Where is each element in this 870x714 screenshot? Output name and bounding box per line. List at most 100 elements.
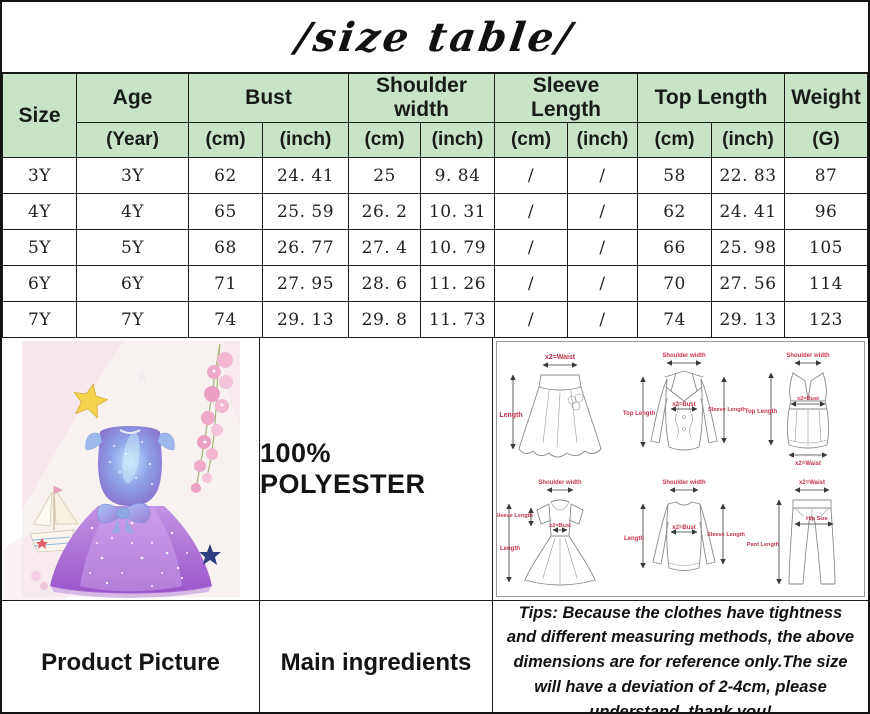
main-ingredients-label: Main ingredients — [280, 648, 472, 676]
cell: 27. 56 — [711, 265, 786, 302]
bow-icon — [96, 503, 151, 534]
cell: 26. 77 — [261, 229, 350, 266]
page-title: /size table/ — [292, 13, 578, 61]
cell: 6Y — [76, 265, 189, 302]
cell: / — [494, 229, 569, 266]
header-bust: Bust — [187, 73, 350, 123]
svg-text:Top Length: Top Length — [745, 409, 777, 415]
cell: / — [494, 301, 569, 338]
cell: 5Y — [76, 229, 189, 266]
dress-diagram: Shoulder width Sleeve Length x2=Bust Len… — [497, 480, 596, 585]
svg-text:Sleeve Length: Sleeve Length — [497, 513, 534, 519]
cell: 24. 41 — [711, 193, 786, 230]
cell: 74 — [637, 301, 713, 338]
title-row: /size table/ — [2, 2, 868, 73]
cell: 96 — [784, 193, 868, 230]
unit-bust-inch: (inch) — [261, 122, 350, 158]
cell: 4Y — [2, 193, 77, 230]
svg-text:x2=Bust: x2=Bust — [672, 525, 696, 531]
svg-text:Sleeve Length: Sleeve Length — [707, 532, 745, 538]
cell: 74 — [188, 301, 263, 338]
cell: 68 — [188, 229, 263, 266]
cell: 9. 84 — [420, 157, 496, 194]
cell: 66 — [637, 229, 713, 266]
starfish-icon — [73, 383, 109, 419]
cell: 3Y — [2, 157, 77, 194]
header-weight: Weight — [784, 73, 868, 123]
svg-text:x2=Bust: x2=Bust — [797, 396, 819, 402]
cell: 11. 73 — [420, 301, 496, 338]
svg-text:Shoulder width: Shoulder width — [538, 480, 582, 486]
cell: 6Y — [2, 265, 77, 302]
cell: 58 — [637, 157, 713, 194]
unit-sleeve-cm: (cm) — [494, 122, 569, 158]
cell: 28. 6 — [348, 265, 422, 302]
cell: / — [567, 301, 639, 338]
composition-text: 100% POLYESTER — [260, 438, 426, 499]
diagram-grid: x2=Waist Length — [496, 341, 865, 597]
cell: 114 — [784, 265, 868, 302]
unit-bust-cm: (cm) — [188, 122, 263, 158]
cell: 10. 31 — [420, 193, 496, 230]
star-icon — [199, 544, 221, 565]
bottom-section: 100% POLYESTER — [2, 338, 868, 712]
svg-text:Shoulder width: Shoulder width — [786, 353, 830, 359]
jacket-diagram: Shoulder width Top Length x2=Bust Sleeve… — [623, 353, 745, 450]
cell: 26. 2 — [348, 193, 422, 230]
product-picture-label-cell: Product Picture — [2, 601, 260, 712]
cell: / — [567, 193, 639, 230]
svg-text:Shoulder width: Shoulder width — [662, 480, 706, 486]
cell: / — [567, 265, 639, 302]
unit-top-inch: (inch) — [711, 122, 786, 158]
measurement-diagrams-cell: x2=Waist Length — [493, 338, 868, 600]
cell: 87 — [784, 157, 868, 194]
cell: 27. 4 — [348, 229, 422, 266]
svg-text:Length: Length — [499, 412, 522, 419]
cell: 27. 95 — [261, 265, 350, 302]
svg-text:x2=Bust: x2=Bust — [549, 523, 571, 529]
cell: 29. 8 — [348, 301, 422, 338]
svg-text:Hip Size: Hip Size — [806, 516, 828, 522]
product-picture-label: Product Picture — [41, 648, 220, 676]
svg-text:Shoulder width: Shoulder width — [662, 353, 706, 359]
cell: 5Y — [2, 229, 77, 266]
header-sleeve-length: Sleeve Length — [494, 73, 639, 123]
cell: 25 — [348, 157, 422, 194]
header-size: Size — [2, 73, 77, 158]
skirt-diagram: x2=Waist Length — [499, 354, 602, 457]
cell: 3Y — [76, 157, 189, 194]
product-photo-cell — [2, 338, 260, 600]
header-age: Age — [76, 73, 189, 123]
table-row: 4Y 4Y 65 25. 59 26. 2 10. 31//62 24. 41 96 — [2, 193, 868, 230]
cell: / — [494, 157, 569, 194]
dress-photo — [50, 426, 212, 598]
pants-diagram: x2=Waist Hip Size Pant Length — [747, 480, 836, 585]
unit-shoulder-inch: (inch) — [420, 122, 496, 158]
cell: 25. 98 — [711, 229, 786, 266]
vest-diagram: Shoulder width Top Length x2=Bust x2=Wai… — [745, 353, 830, 467]
main-ingredients-label-cell: Main ingredients — [260, 601, 493, 712]
unit-weight-g: (G) — [784, 122, 868, 158]
header-row-units: (Year) (cm) (inch) (cm) (inch) (cm) (inc… — [3, 122, 868, 158]
label-row: Product Picture Main ingredients Tips: B… — [2, 601, 868, 712]
table-row: 3Y 3Y 62 24. 41 25 9. 84//58 22. 83 87 — [2, 157, 868, 194]
cell: 65 — [188, 193, 263, 230]
tips-cell: Tips: Because the clothes have tightness… — [493, 601, 868, 712]
svg-text:x2=Waist: x2=Waist — [795, 461, 821, 467]
table-row: 5Y 5Y 68 26. 77 27. 4 10. 79//66 25. 98 105 — [2, 229, 868, 266]
cell: 29. 13 — [711, 301, 786, 338]
svg-text:x2=Waist: x2=Waist — [799, 480, 825, 486]
unit-age-year: (Year) — [76, 122, 189, 158]
svg-text:Pant Length: Pant Length — [747, 542, 780, 548]
cell: 24. 41 — [261, 157, 350, 194]
size-table: Size Age Bust Shoulder width Sleeve Leng… — [2, 73, 868, 338]
cell: 123 — [784, 301, 868, 338]
cell: 29. 13 — [261, 301, 350, 338]
unit-top-cm: (cm) — [637, 122, 713, 158]
cell: / — [494, 193, 569, 230]
header-top-length: Top Length — [637, 73, 786, 123]
cell: 22. 83 — [711, 157, 786, 194]
sailboat-icon — [29, 486, 79, 553]
cell: 105 — [784, 229, 868, 266]
